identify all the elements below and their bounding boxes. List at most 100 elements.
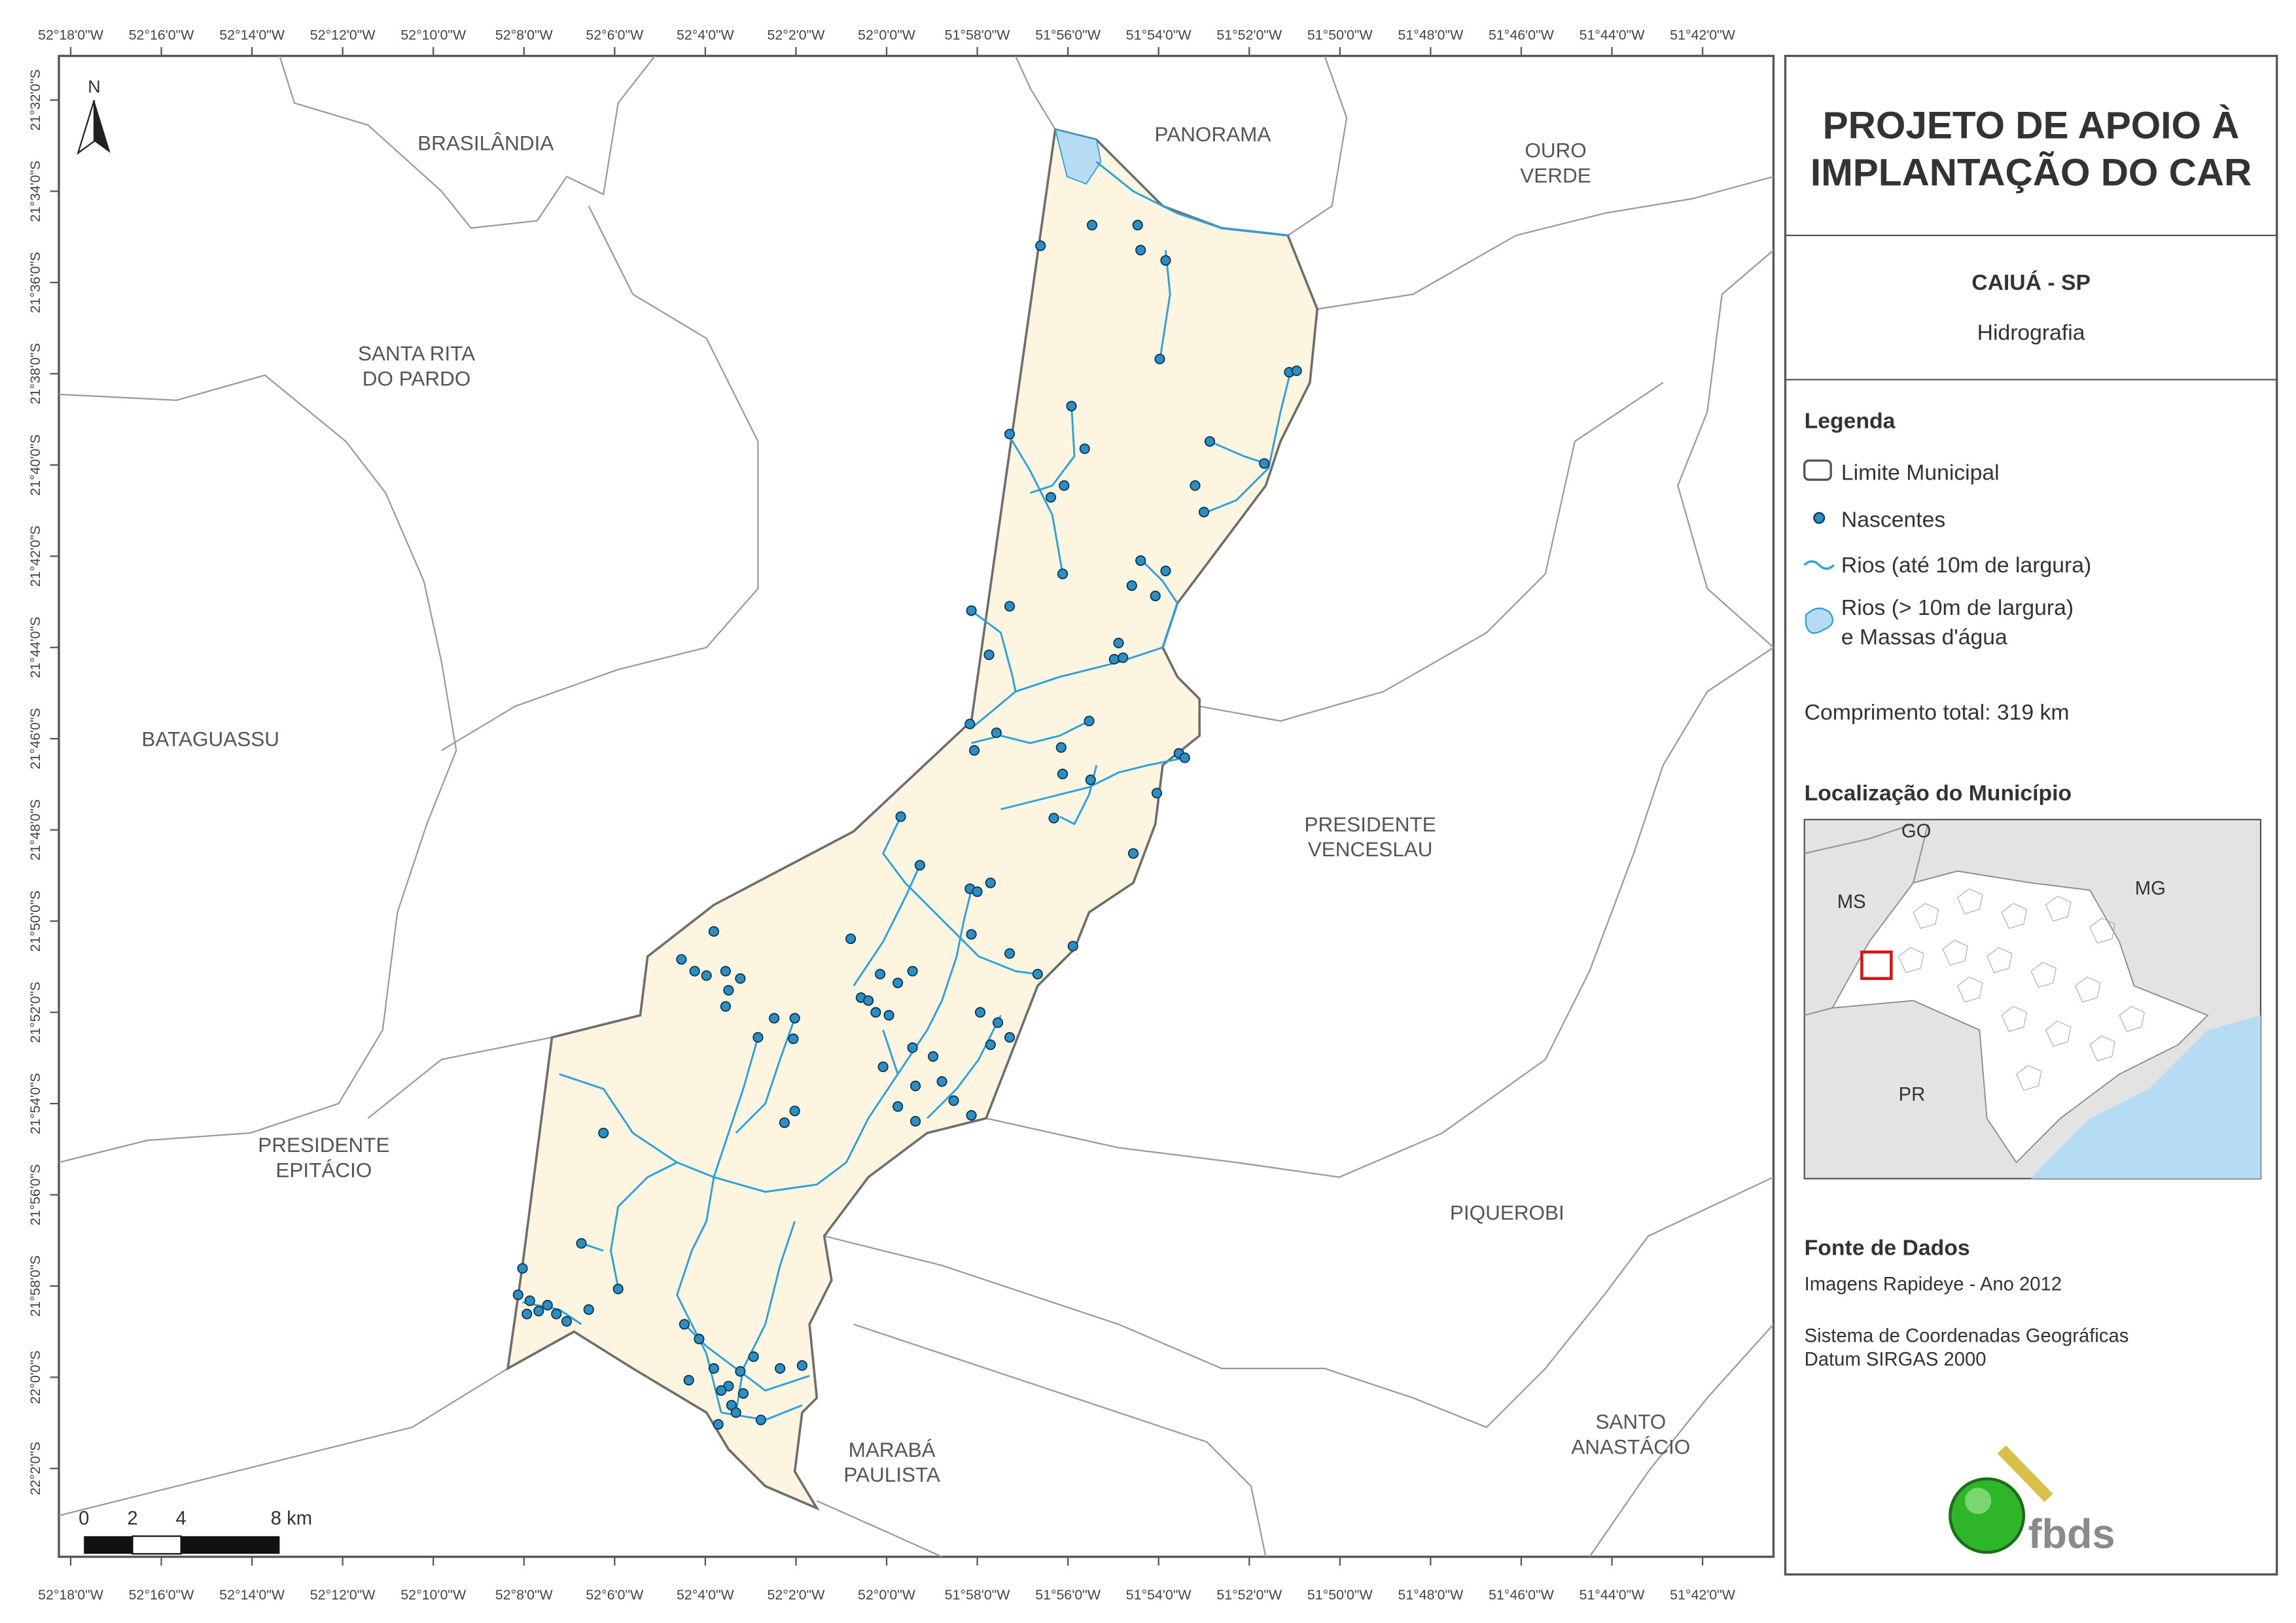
spring	[1055, 742, 1067, 753]
legend-label: e Massas d'água	[1841, 625, 2007, 650]
scale-label: 4	[176, 1508, 186, 1529]
river	[853, 864, 921, 986]
longitude-label: 52°12'0"W	[310, 27, 376, 43]
inset-municipality	[2001, 903, 2027, 930]
river	[970, 558, 1179, 729]
spring	[713, 1419, 724, 1430]
spring	[1160, 565, 1171, 576]
scale-label: 8 km	[271, 1508, 312, 1529]
latitude-label: 21°36'0"S	[27, 252, 43, 313]
longitude-label: 51°42'0"W	[1670, 27, 1736, 43]
spring	[1004, 601, 1016, 612]
place-label: MARABÁ	[849, 1438, 936, 1461]
map-content	[59, 56, 1774, 1557]
spring	[1066, 400, 1077, 411]
place-label: SANTO	[1595, 1410, 1666, 1433]
scale-label: 0	[79, 1508, 89, 1529]
spring	[985, 877, 996, 888]
spring	[1135, 245, 1146, 256]
inset-municipality	[1942, 939, 1969, 966]
scale-segment	[84, 1536, 133, 1554]
spring	[1079, 443, 1090, 455]
spring	[676, 954, 687, 965]
spring	[895, 811, 906, 822]
inset-locator	[1860, 951, 1893, 981]
inset-ocean	[2031, 1015, 2261, 1179]
spring	[985, 1039, 996, 1051]
spring	[612, 1283, 624, 1295]
place-label: PIQUEROBI	[1450, 1201, 1564, 1225]
longitude-label: 51°50'0"W	[1307, 27, 1373, 43]
spring	[1160, 255, 1171, 266]
latitude-label: 21°50'0"S	[27, 890, 43, 952]
inset-municipality	[2089, 1035, 2115, 1062]
longitude-label: 52°6'0"W	[586, 27, 644, 43]
spring	[1045, 492, 1057, 503]
north-arrow	[77, 99, 96, 155]
spring	[1086, 220, 1098, 231]
river	[971, 720, 1090, 744]
spring	[679, 1319, 690, 1330]
north-arrow	[94, 99, 111, 153]
spring	[551, 1308, 562, 1319]
place-label: SANTA RITA	[358, 341, 475, 365]
longitude-label: 51°44'0"W	[1580, 27, 1646, 43]
spring	[1057, 769, 1069, 780]
place-label: DO PARDO	[362, 366, 471, 390]
spring	[755, 1414, 767, 1425]
inset-border	[1804, 823, 1929, 1017]
spring	[1198, 506, 1210, 517]
spring	[737, 1388, 749, 1399]
spring	[907, 966, 918, 977]
municipal-boundary	[1287, 56, 1348, 236]
total-length: Comprimento total: 319 km	[1805, 700, 2070, 725]
scale-segment	[181, 1536, 280, 1554]
spring	[1151, 788, 1163, 799]
spring	[716, 1385, 727, 1396]
logo-highlight	[1964, 1488, 1992, 1514]
longitude-label: 52°4'0"W	[677, 1587, 735, 1603]
latitude-label: 21°42'0"S	[27, 525, 43, 587]
legend-label: Rios (até 10m de largura)	[1841, 553, 2091, 578]
spring	[892, 977, 904, 988]
longitude-label: 51°50'0"W	[1307, 1587, 1373, 1603]
spring	[576, 1238, 587, 1249]
scale-segment	[132, 1535, 182, 1555]
spring	[689, 966, 700, 977]
source-title: Fonte de Dados	[1805, 1236, 1970, 1261]
municipal-boundary	[985, 646, 1774, 1178]
spring	[910, 1115, 921, 1127]
spring	[694, 1333, 705, 1344]
place-label: OURO	[1525, 139, 1586, 162]
longitude-label: 51°58'0"W	[945, 1587, 1011, 1603]
spring	[683, 1374, 694, 1386]
spring	[1259, 458, 1270, 469]
river	[1095, 161, 1288, 237]
inset-municipality	[2074, 976, 2101, 1003]
municipal-boundary	[441, 205, 759, 752]
spring	[992, 1017, 1004, 1028]
spring	[1004, 948, 1016, 959]
river	[1007, 433, 1064, 574]
latitude-label: 21°38'0"S	[27, 343, 43, 404]
spring	[1004, 1032, 1016, 1043]
spring	[966, 605, 977, 616]
north-label: N	[88, 77, 101, 97]
location-title: Localização do Município	[1805, 781, 2072, 806]
spring	[1190, 480, 1201, 491]
municipal-boundary	[1589, 1323, 1774, 1557]
source-line: Imagens Rapideye - Ano 2012	[1805, 1274, 2062, 1295]
latitude-label: 22°2'0"S	[27, 1442, 43, 1495]
longitude-label: 52°6'0"W	[586, 1587, 644, 1603]
latitude-label: 22°0'0"S	[27, 1350, 43, 1404]
municipal-boundary	[816, 1500, 943, 1557]
place-label: BRASILÂNDIA	[417, 131, 554, 154]
spring	[708, 926, 720, 937]
source-line: Datum SIRGAS 2000	[1805, 1349, 1987, 1370]
legend-label: Nascentes	[1841, 507, 1945, 532]
legend-swatch-spring	[1813, 512, 1826, 524]
inset-municipality	[2030, 962, 2057, 988]
longitude-label: 51°52'0"W	[1216, 1587, 1282, 1603]
